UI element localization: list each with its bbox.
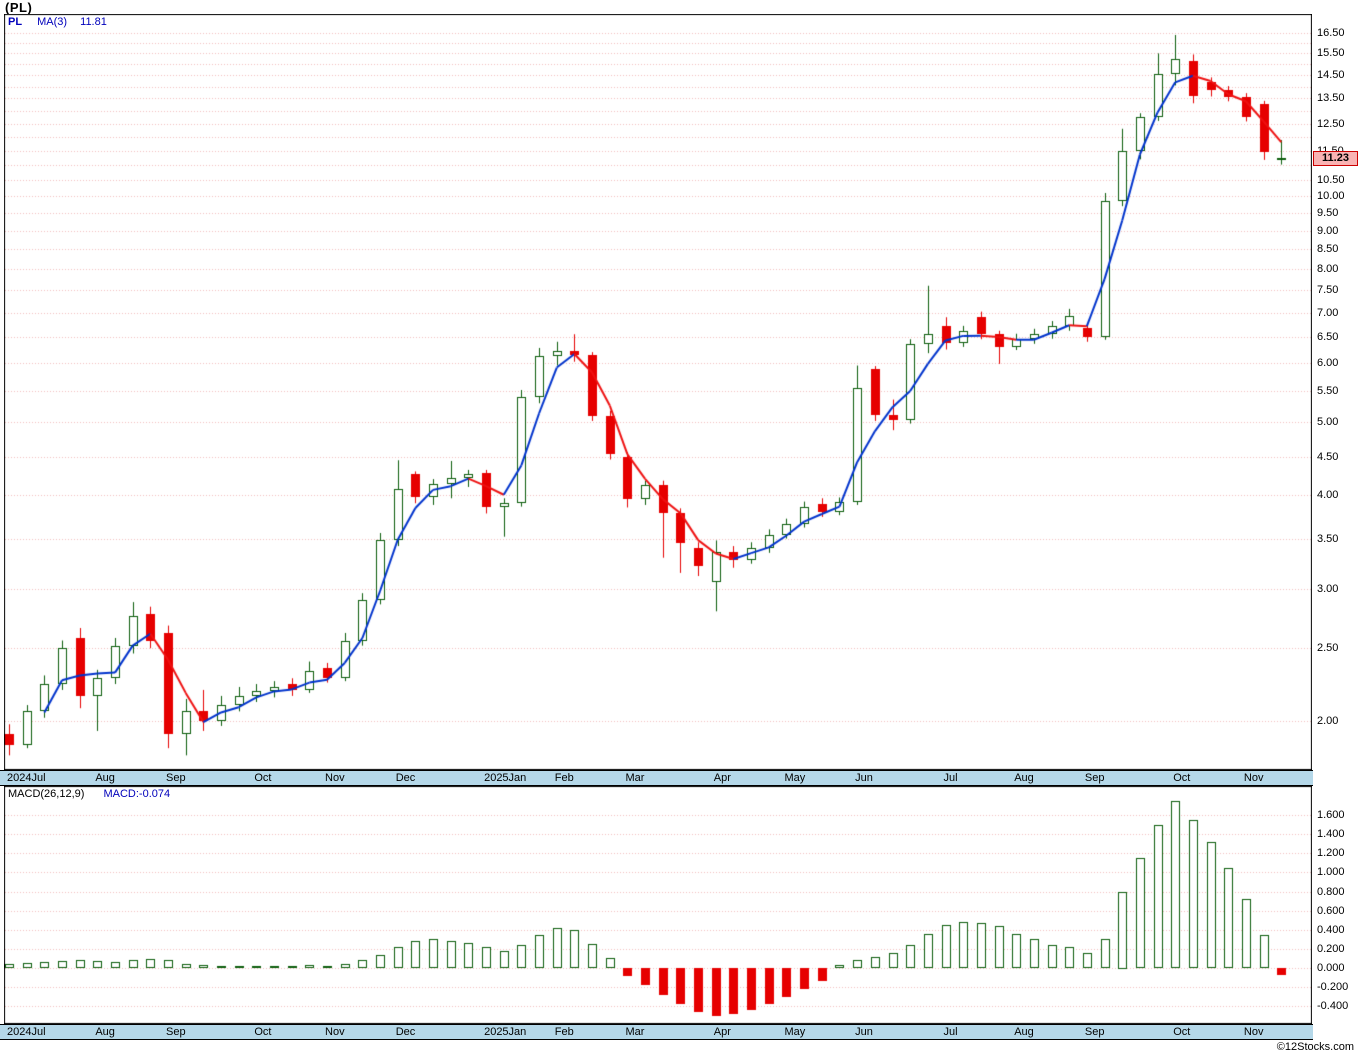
month-label: Nov	[325, 1026, 345, 1038]
macd-histogram-canvas	[4, 786, 1312, 1024]
month-label: Dec	[395, 772, 416, 784]
month-label: Feb	[554, 772, 574, 784]
macd-axis-label: 1.400	[1317, 828, 1345, 841]
price-axis-label: 3.00	[1317, 582, 1339, 595]
ticker-symbol-label: PL	[8, 16, 23, 28]
month-label: Sep	[1084, 1026, 1105, 1038]
price-axis-label: 12.50	[1317, 117, 1345, 130]
month-label: 2024Jul	[7, 772, 46, 784]
price-axis-label: 14.50	[1317, 69, 1345, 82]
ma-indicator-value: 11.81	[80, 16, 107, 28]
month-label: Aug	[95, 772, 115, 784]
macd-axis-label: 0.400	[1317, 923, 1345, 936]
price-axis-label: 13.50	[1317, 92, 1345, 105]
month-label: 2024Jul	[7, 1026, 46, 1038]
macd-axis-label: 0.600	[1317, 904, 1345, 917]
macd-axis-label: -0.200	[1317, 981, 1349, 994]
price-axis-label: 6.50	[1317, 330, 1339, 343]
month-label: Nov	[1243, 772, 1264, 784]
price-axis-label: 3.50	[1317, 532, 1339, 545]
price-axis-label: 5.00	[1317, 416, 1339, 429]
month-label: Dec	[395, 1026, 416, 1038]
price-axis-label: 4.50	[1317, 450, 1339, 463]
last-price-tag: 11.23	[1313, 151, 1358, 167]
month-label: Oct	[254, 772, 272, 784]
month-label: Nov	[1243, 1026, 1264, 1038]
month-label: Aug	[95, 1026, 115, 1038]
copyright-watermark: ©12Stocks.com	[1276, 1041, 1354, 1053]
macd-current-value: MACD:-0.074	[103, 788, 171, 800]
month-label: Nov	[325, 772, 345, 784]
price-axis-label: 7.00	[1317, 306, 1339, 319]
chart-legend: PL MA(3) 11.81	[8, 16, 107, 28]
macd-axis-label: -0.400	[1317, 1000, 1349, 1013]
month-label: 2025Jan	[484, 1026, 527, 1038]
price-axis-label: 8.00	[1317, 263, 1339, 276]
price-axis-label: 9.50	[1317, 206, 1339, 219]
month-label: 2025Jan	[484, 772, 527, 784]
price-axis-label: 10.00	[1317, 190, 1345, 203]
macd-axis-label: 0.000	[1317, 962, 1345, 974]
month-label: Sep	[1084, 772, 1105, 784]
x-axis-months-top: 2024Jul Aug Sep Oct Nov Dec 2025Jan Feb Mar Apr Ma…	[0, 770, 1313, 786]
month-label: May	[784, 772, 806, 784]
month-label: Oct	[1173, 772, 1191, 784]
month-label: Aug	[1014, 1026, 1034, 1038]
chart-title: (PL)	[5, 0, 33, 15]
x-axis-months-bottom: 2024Jul Aug Sep Oct Nov Dec 2025Jan Feb Mar Apr Ma…	[0, 1024, 1313, 1040]
macd-axis-label: 1.600	[1317, 809, 1345, 821]
price-axis-label: 8.50	[1317, 243, 1339, 256]
price-axis-label: 10.50	[1317, 174, 1345, 187]
price-axis-label: 16.50	[1317, 27, 1345, 39]
price-axis-label: 2.00	[1317, 715, 1339, 727]
macd-panel: MACD(26,12,9) MACD:-0.074	[4, 786, 1312, 1024]
macd-axis-label: 0.800	[1317, 885, 1345, 898]
price-axis-label: 4.00	[1317, 489, 1339, 501]
month-label: May	[784, 1026, 806, 1038]
price-axis-label: 5.50	[1317, 385, 1339, 398]
price-axis-label: 7.50	[1317, 284, 1339, 297]
month-label: Mar	[625, 772, 645, 784]
candlestick-chart-canvas	[4, 14, 1312, 770]
month-label: Aug	[1014, 772, 1034, 784]
price-chart-panel: PL MA(3) 11.81	[4, 14, 1312, 770]
ma-indicator-label: MA(3)	[37, 16, 68, 28]
price-axis-label: 6.00	[1317, 356, 1339, 369]
macd-axis-label: 1.000	[1317, 866, 1345, 879]
month-label: Feb	[554, 1026, 574, 1038]
month-label: Jul	[943, 772, 958, 784]
month-label: Jun	[855, 772, 873, 784]
macd-legend: MACD(26,12,9) MACD:-0.074	[8, 788, 170, 800]
macd-params-label: MACD(26,12,9)	[8, 788, 85, 800]
month-label: Sep	[166, 772, 186, 784]
macd-axis-label: 1.200	[1317, 847, 1345, 860]
month-label: Oct	[1173, 1026, 1191, 1038]
month-label: Mar	[625, 1026, 645, 1038]
month-label: Sep	[166, 1026, 186, 1038]
macd-axis-label: 0.200	[1317, 942, 1345, 955]
price-axis-label: 15.50	[1317, 47, 1345, 60]
price-axis-label: 9.00	[1317, 224, 1339, 237]
month-label: Apr	[713, 1026, 731, 1038]
month-label: Jul	[943, 1026, 958, 1038]
month-label: Oct	[254, 1026, 272, 1038]
month-label: Jun	[855, 1026, 873, 1038]
price-axis-label: 2.50	[1317, 642, 1339, 655]
month-label: Apr	[713, 772, 731, 784]
